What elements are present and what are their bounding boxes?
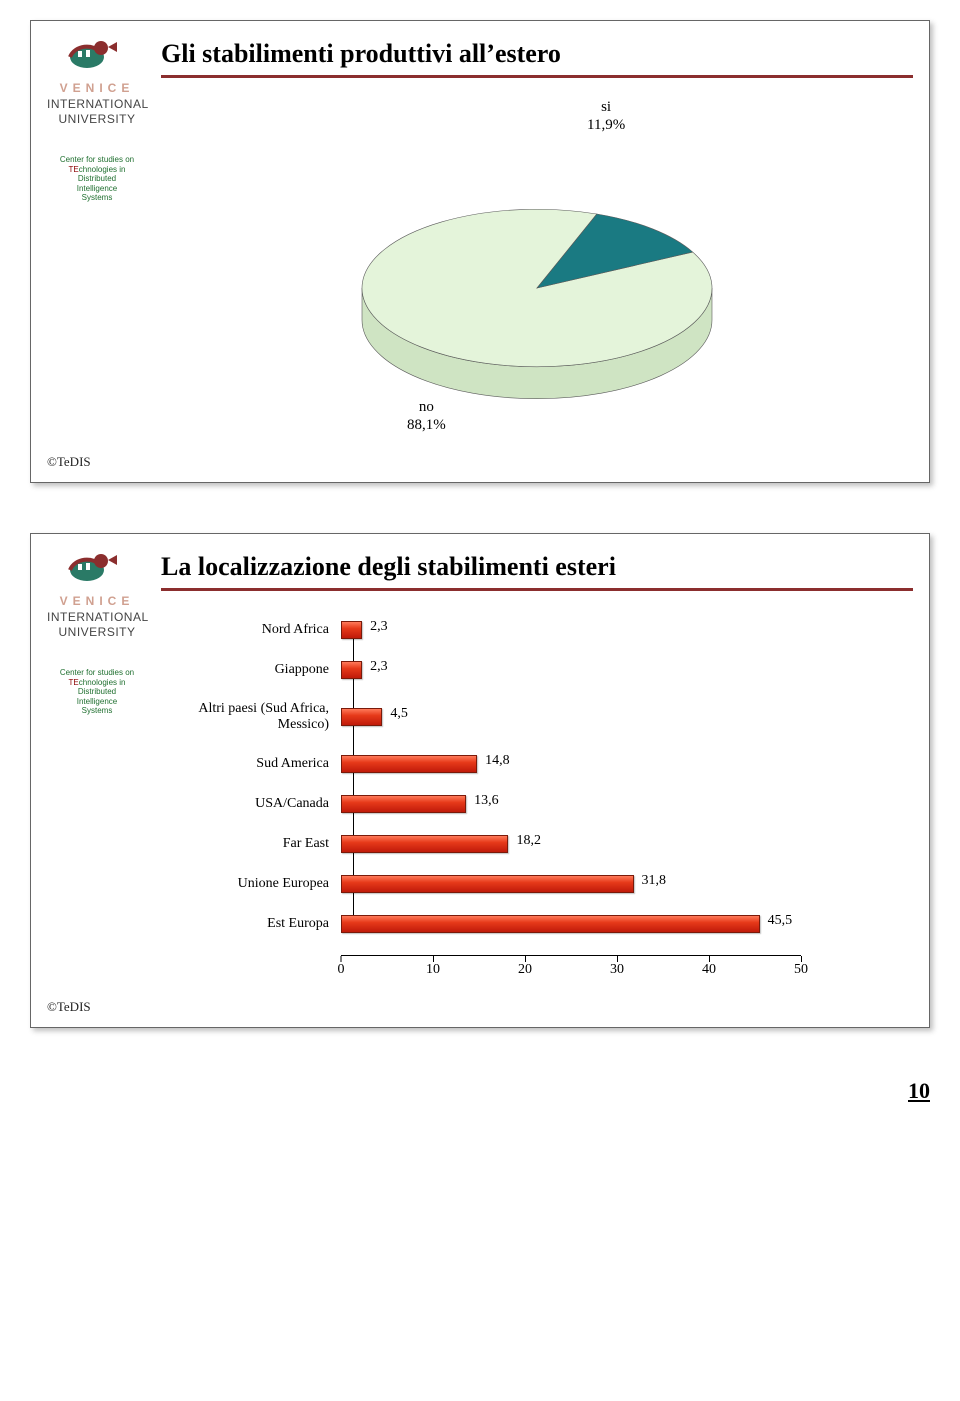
bar-value-label: 45,5 (760, 913, 793, 929)
bar-value-label: 4,5 (382, 706, 408, 722)
center-line: Center for studies on (47, 668, 147, 678)
bar-track: 31,8 (341, 875, 801, 893)
bar-x-axis: 01020304050 (161, 955, 801, 983)
center-line: Systems (47, 193, 147, 203)
bar-value-label: 2,3 (362, 619, 388, 635)
title-rule (161, 588, 913, 591)
bar-fill (341, 875, 634, 893)
bar-value-label: 31,8 (634, 873, 667, 889)
slide-footer: ©TeDIS (47, 999, 913, 1015)
center-line: TEchnologies in (47, 165, 147, 175)
bar-category-label: Nord Africa (161, 622, 341, 638)
slide-panel-2: VENICE INTERNATIONAL UNIVERSITY Center f… (30, 533, 930, 1028)
bar-track: 18,2 (341, 835, 801, 853)
logo-mark (47, 548, 147, 590)
bar-fill (341, 708, 382, 726)
bar-row: Far East 18,2 (161, 835, 801, 853)
center-line: Systems (47, 706, 147, 716)
bar-category-label: Unione Europea (161, 876, 341, 892)
bar-fill (341, 755, 477, 773)
logo-block: VENICE INTERNATIONAL UNIVERSITY Center f… (47, 35, 147, 203)
x-tick: 50 (794, 956, 808, 978)
bar-fill (341, 915, 760, 933)
center-line: Distributed (47, 174, 147, 184)
pie-chart-area: si 11,9% no 88,1% (161, 98, 913, 448)
logo-sub2: UNIVERSITY (47, 112, 147, 127)
bar-track: 4,5 (341, 708, 801, 726)
center-tag: Center for studies on TEchnologies in Di… (47, 155, 147, 203)
bar-track: 14,8 (341, 755, 801, 773)
pie-label-no: no 88,1% (407, 398, 446, 434)
center-line: Intelligence (47, 184, 147, 194)
logo-mark (47, 35, 147, 77)
bar-category-label: USA/Canada (161, 796, 341, 812)
logo-sub1: INTERNATIONAL (47, 97, 147, 112)
x-tick: 40 (702, 956, 716, 978)
bar-chart: Nord Africa 2,3 Giappone 2,3 Altri paesi (Su… (161, 621, 801, 983)
x-tick: 20 (518, 956, 532, 978)
bar-category-label: Est Europa (161, 916, 341, 932)
bar-row: USA/Canada 13,6 (161, 795, 801, 813)
pie-label-si: si 11,9% (587, 98, 625, 134)
center-tag: Center for studies on TEchnologies in Di… (47, 668, 147, 716)
center-line: Distributed (47, 687, 147, 697)
slide-title: La localizzazione degli stabilimenti est… (161, 552, 913, 582)
bar-category-label: Giappone (161, 662, 341, 678)
bar-row: Unione Europea 31,8 (161, 875, 801, 893)
bar-value-label: 18,2 (508, 833, 541, 849)
bar-track: 2,3 (341, 661, 801, 679)
bar-fill (341, 661, 362, 679)
bar-track: 2,3 (341, 621, 801, 639)
bar-track: 45,5 (341, 915, 801, 933)
slide-title: Gli stabilimenti produttivi all’estero (161, 39, 913, 69)
x-tick: 30 (610, 956, 624, 978)
bar-row: Nord Africa 2,3 (161, 621, 801, 639)
bar-row: Altri paesi (Sud Africa, Messico) 4,5 (161, 701, 801, 733)
bar-fill (341, 621, 362, 639)
bar-row: Est Europa 45,5 (161, 915, 801, 933)
logo-venice: VENICE (47, 594, 147, 608)
center-line: Center for studies on (47, 155, 147, 165)
bar-row: Sud America 14,8 (161, 755, 801, 773)
title-rule (161, 75, 913, 78)
bar-value-label: 13,6 (466, 793, 499, 809)
slide-panel-1: VENICE INTERNATIONAL UNIVERSITY Center f… (30, 20, 930, 483)
bar-track: 13,6 (341, 795, 801, 813)
logo-sub1: INTERNATIONAL (47, 610, 147, 625)
logo-block: VENICE INTERNATIONAL UNIVERSITY Center f… (47, 548, 147, 716)
center-line: Intelligence (47, 697, 147, 707)
pie-chart: si 11,9% no 88,1% (297, 98, 777, 448)
logo-venice: VENICE (47, 81, 147, 95)
logo-sub2: UNIVERSITY (47, 625, 147, 640)
title-block: Gli stabilimenti produttivi all’estero (161, 39, 913, 78)
pie-svg (297, 98, 777, 448)
title-block: La localizzazione degli stabilimenti est… (161, 552, 913, 591)
slide-footer: ©TeDIS (47, 454, 913, 470)
bar-value-label: 2,3 (362, 659, 388, 675)
bar-category-label: Far East (161, 836, 341, 852)
bar-category-label: Sud America (161, 756, 341, 772)
center-line: TEchnologies in (47, 678, 147, 688)
bar-value-label: 14,8 (477, 753, 510, 769)
bar-category-label: Altri paesi (Sud Africa, Messico) (161, 701, 341, 733)
bar-fill (341, 835, 508, 853)
x-tick: 0 (338, 956, 345, 978)
page-number: 10 (30, 1078, 930, 1104)
x-tick: 10 (426, 956, 440, 978)
bar-fill (341, 795, 466, 813)
bar-row: Giappone 2,3 (161, 661, 801, 679)
